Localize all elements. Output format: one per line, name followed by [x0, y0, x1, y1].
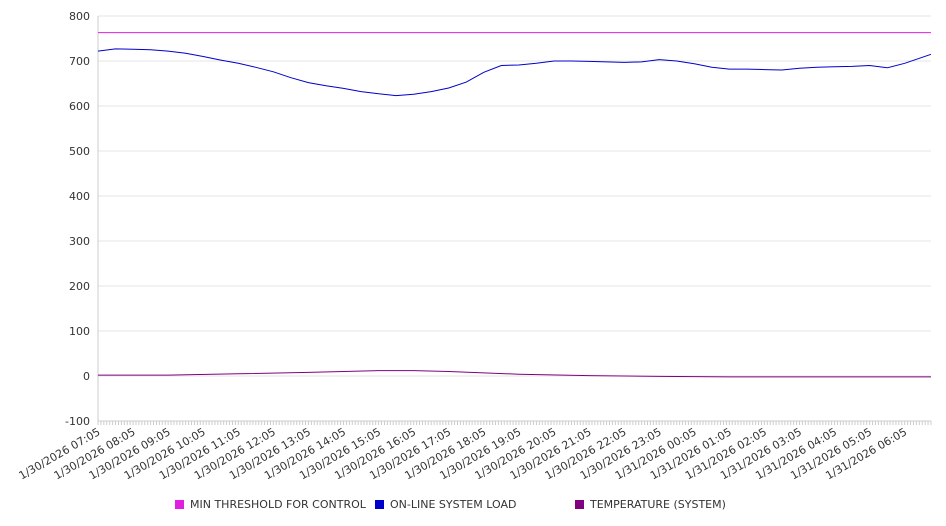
- chart-legend: MIN THRESHOLD FOR CONTROL ON-LINE SYSTEM…: [0, 498, 946, 514]
- grid-lines: [98, 15, 931, 422]
- legend-label-min-threshold: MIN THRESHOLD FOR CONTROL: [190, 498, 366, 511]
- y-tick-label: 700: [69, 55, 90, 68]
- y-tick-label: 200: [69, 280, 90, 293]
- y-tick-label: 800: [69, 10, 90, 23]
- legend-item-system-load: ON-LINE SYSTEM LOAD: [375, 498, 516, 511]
- y-tick-label: 300: [69, 235, 90, 248]
- y-tick-label: 0: [83, 370, 90, 383]
- legend-label-temperature: TEMPERATURE (SYSTEM): [590, 498, 726, 511]
- legend-swatch-system-load: [375, 500, 384, 509]
- y-tick-label: 400: [69, 190, 90, 203]
- legend-swatch-min-threshold: [175, 500, 184, 509]
- legend-item-min-threshold: MIN THRESHOLD FOR CONTROL: [175, 498, 366, 511]
- y-tick-label: 500: [69, 145, 90, 158]
- y-tick-label: 600: [69, 100, 90, 113]
- legend-label-system-load: ON-LINE SYSTEM LOAD: [390, 498, 517, 511]
- legend-item-temperature: TEMPERATURE (SYSTEM): [575, 498, 726, 511]
- x-axis-ticks: 1/30/2026 07:051/30/2026 08:051/30/2026 …: [17, 421, 932, 482]
- series-system-load: [97, 48, 932, 97]
- y-axis-ticks: -100 0 100 200 300 400 500 600 700 800: [65, 10, 90, 428]
- series-lines: [97, 32, 932, 378]
- series-temperature: [98, 370, 931, 378]
- y-tick-label: 100: [69, 325, 90, 338]
- y-tick-label: -100: [65, 415, 90, 428]
- axes: [97, 16, 931, 422]
- legend-swatch-temperature: [575, 500, 584, 509]
